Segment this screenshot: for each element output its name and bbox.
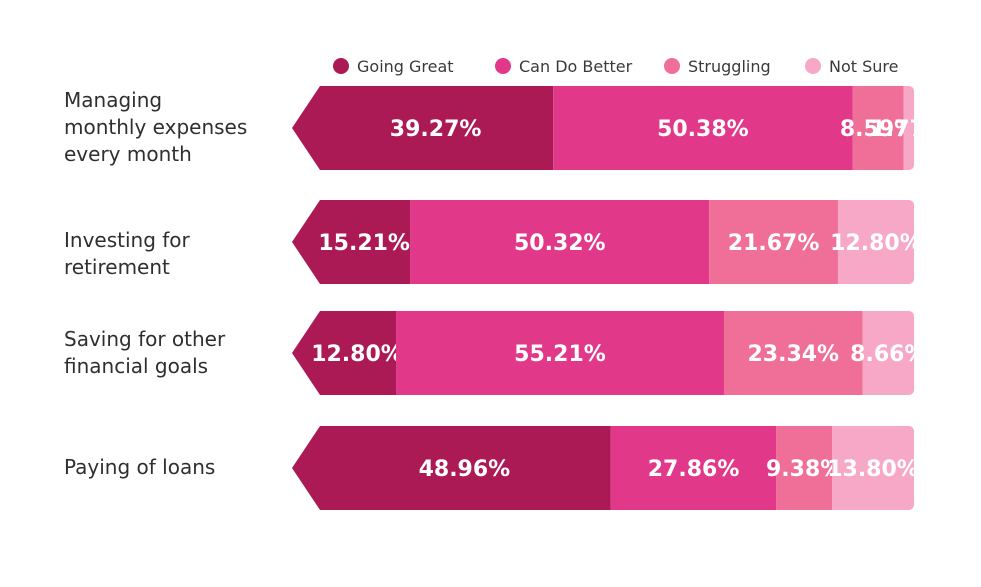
data-label: 27.86%	[648, 457, 740, 482]
category-label: Investing for retirement	[64, 228, 191, 279]
data-label: 55.21%	[514, 342, 606, 367]
data-label: 39.27%	[390, 117, 482, 142]
category-label-line: Investing for	[64, 228, 191, 252]
bar-row: 48.96% 27.86% 9.38%13.80%	[292, 426, 919, 510]
bar-segment	[292, 86, 554, 170]
category-label: Managing monthly expenses every month	[64, 88, 247, 166]
bar-segment	[903, 86, 915, 170]
data-label: 23.34%	[747, 342, 839, 367]
category-label-line: Paying of loans	[64, 455, 215, 479]
bar-row: 12.80% 55.21% 23.34% 8.66%	[292, 311, 927, 395]
data-label: 13.80%	[827, 457, 919, 482]
bar-segment	[553, 86, 853, 170]
bar-segment	[292, 200, 411, 284]
bar-segment	[292, 426, 611, 510]
data-label: 9.38%	[766, 457, 842, 482]
bar-segment	[723, 311, 863, 395]
bar-segment	[852, 86, 904, 170]
category-label: Saving for other financial goals	[64, 327, 226, 378]
bar-segment	[862, 311, 915, 395]
data-label: 1.77%	[871, 117, 947, 142]
category-label-line: financial goals	[64, 354, 208, 378]
category-label: Paying of loans	[64, 455, 215, 479]
data-label: 50.38%	[657, 117, 749, 142]
legend-label: Not Sure	[829, 57, 898, 76]
data-label: 21.67%	[728, 231, 820, 256]
bar-segment	[837, 200, 914, 284]
bar-segment	[396, 311, 724, 395]
bar-segment	[292, 311, 397, 395]
bar-segment	[832, 426, 914, 510]
data-label: 12.80%	[830, 231, 922, 256]
category-label-line: every month	[64, 142, 192, 166]
category-label-line: retirement	[64, 255, 170, 279]
legend-label: Going Great	[357, 57, 454, 76]
legend-swatch	[333, 58, 349, 74]
bar-segment	[709, 200, 838, 284]
legend-swatch	[664, 58, 680, 74]
data-label: 50.32%	[514, 231, 606, 256]
category-label-line: Managing	[64, 88, 162, 112]
legend-swatch	[495, 58, 511, 74]
legend-swatch	[805, 58, 821, 74]
data-label: 48.96%	[419, 457, 511, 482]
bar-segment	[610, 426, 777, 510]
bar-row: 15.21% 50.32% 21.67% 12.80%	[292, 200, 922, 284]
category-label-line: monthly expenses	[64, 115, 247, 139]
data-label: 8.59%	[840, 117, 916, 142]
category-label-line: Saving for other	[64, 327, 226, 351]
data-label: 15.21%	[318, 231, 410, 256]
bar-segment	[776, 426, 833, 510]
legend-label: Can Do Better	[519, 57, 633, 76]
bar-segment	[410, 200, 710, 284]
legend-label: Struggling	[688, 57, 771, 76]
data-label: 8.66%	[850, 342, 926, 367]
bar-row: 39.27% 50.38% 8.59%1.77%	[292, 86, 947, 170]
legend: Going Great Can Do Better Struggling Not Su…	[333, 57, 898, 76]
data-label: 12.80%	[311, 342, 403, 367]
